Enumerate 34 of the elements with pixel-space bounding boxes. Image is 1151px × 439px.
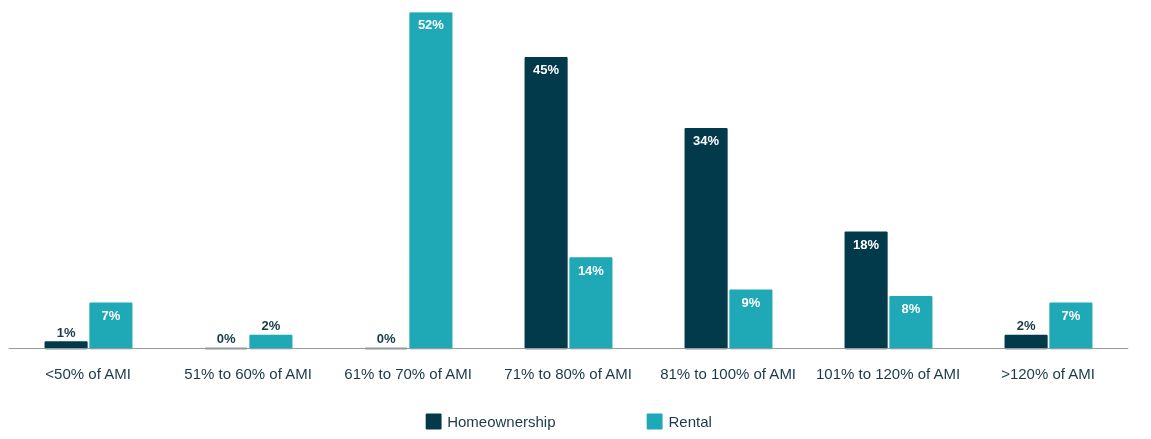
data-label: 2% [1016, 318, 1036, 334]
data-label: 34% [693, 133, 720, 149]
bar [569, 257, 613, 350]
data-label: 9% [741, 294, 761, 310]
bar [409, 12, 453, 350]
x-tick-label: 51% to 60% of AMI [184, 364, 312, 382]
bar [1049, 302, 1093, 350]
data-label: 7% [101, 307, 121, 323]
legend-label: Rental [668, 412, 712, 430]
x-tick-label: >120% of AMI [1001, 364, 1095, 382]
data-label: 18% [853, 236, 880, 252]
bar [729, 289, 773, 350]
data-label: 8% [901, 301, 921, 317]
x-tick-label: 71% to 80% of AMI [504, 364, 632, 382]
x-tick-label: <50% of AMI [45, 364, 131, 382]
data-label: 45% [533, 62, 560, 78]
bar [889, 296, 933, 350]
data-label: 0% [376, 331, 396, 346]
data-label: 52% [417, 17, 445, 32]
bar [1004, 334, 1048, 350]
bar [89, 302, 133, 350]
bar [249, 334, 293, 350]
data-label: 0% [216, 331, 236, 346]
data-label: 1% [56, 324, 76, 340]
bar [524, 56, 568, 350]
data-label: 2% [261, 318, 281, 334]
x-tick-label: 81% to 100% of AMI [660, 364, 797, 382]
data-label: 14% [577, 262, 605, 278]
bar [684, 128, 728, 350]
data-label: 7% [1061, 307, 1081, 323]
bar [844, 231, 888, 350]
x-tick-label: 61% to 70% of AMI [344, 364, 472, 382]
x-tick-label: 101% to 120% of AMI [815, 364, 961, 382]
legend-label: Homeownership [447, 412, 556, 430]
